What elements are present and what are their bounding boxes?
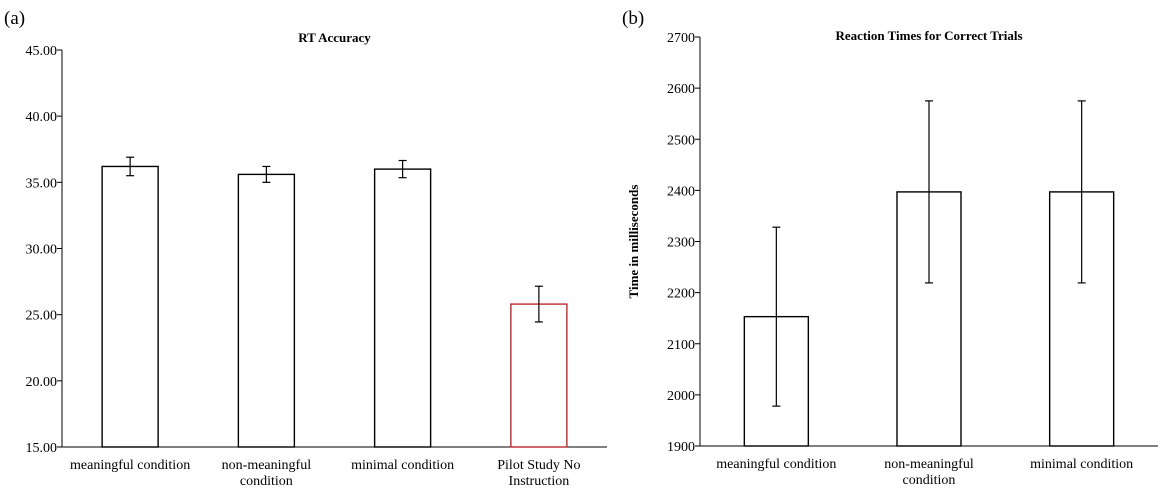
category-label: minimal condition (351, 458, 454, 473)
y-tick-label: 2100 (667, 338, 695, 353)
y-tick-label: 2000 (667, 389, 695, 404)
category-label: meaningful condition (70, 458, 190, 473)
category-label: meaningful condition (716, 457, 836, 472)
y-tick-label: 30.00 (26, 243, 58, 258)
y-tick-label: 2600 (667, 82, 695, 97)
category-label: condition (240, 474, 293, 489)
bar (373, 168, 432, 448)
category-label: Instruction (509, 474, 570, 489)
panel-label: (b) (622, 8, 644, 29)
bar (510, 303, 568, 448)
y-tick-label: 2500 (667, 133, 695, 148)
panel-a-rt-accuracy: (a) RT Accuracy 15.00 20.00 25.00 30.00 35.00 4… (4, 8, 607, 489)
category-label: condition (903, 473, 956, 488)
category-label: non-meaningful (884, 457, 974, 472)
y-axis-title: Time in milliseconds (626, 185, 641, 299)
category-label: Pilot Study No (497, 458, 580, 473)
y-tick-label: 45.00 (26, 44, 58, 59)
y-tick-label: 2300 (667, 236, 695, 251)
y-tick-label: 40.00 (26, 110, 58, 125)
category-label: non-meaningful (222, 458, 312, 473)
panel-b-reaction-times: (b) Reaction Times for Correct Trials 1900… (622, 8, 1158, 488)
category-label: minimal condition (1030, 457, 1133, 472)
y-tick-label: 25.00 (26, 309, 58, 324)
y-tick-label: 15.00 (26, 441, 58, 456)
chart-title: Reaction Times for Correct Trials (835, 28, 1022, 43)
bar (101, 165, 159, 448)
y-tick-label: 20.00 (26, 375, 58, 390)
y-tick-label: 35.00 (26, 176, 58, 191)
y-tick-label: 2200 (667, 287, 695, 302)
y-tick-label: 2700 (667, 31, 695, 46)
panel-label: (a) (4, 8, 25, 29)
bar (237, 173, 296, 448)
y-tick-label: 1900 (667, 440, 695, 455)
y-tick-label: 2400 (667, 184, 695, 199)
chart-title: RT Accuracy (298, 30, 371, 45)
